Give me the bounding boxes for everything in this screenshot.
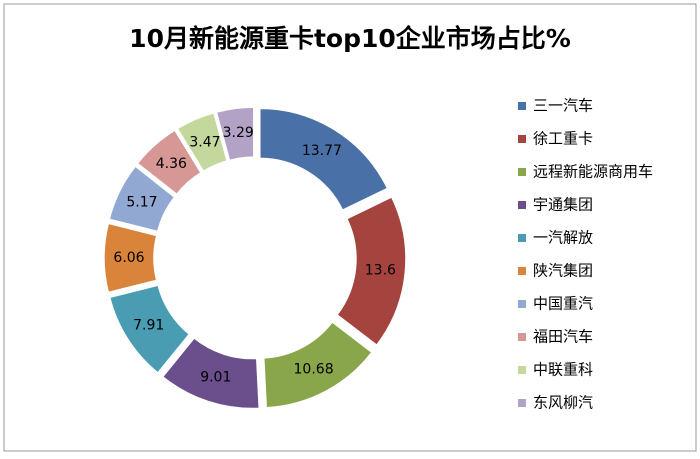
legend-swatch [518, 201, 526, 209]
data-label: 10.68 [294, 362, 334, 378]
donut-slice [103, 222, 158, 294]
data-label: 13.77 [302, 143, 342, 159]
data-label: 5.17 [126, 194, 157, 210]
legend-label: 宇通集团 [533, 196, 593, 214]
data-label: 3.47 [189, 134, 220, 150]
legend-label: 东风柳汽 [533, 394, 593, 412]
donut-slice [176, 111, 229, 173]
legend-label: 三一汽车 [533, 97, 593, 115]
legend-label: 远程新能源商用车 [533, 163, 653, 181]
donut-slice [136, 129, 203, 196]
legend-label: 一汽解放 [533, 229, 593, 247]
legend-swatch [518, 300, 526, 308]
legend-swatch [518, 135, 526, 143]
legend-swatch [518, 234, 526, 242]
data-label: 3.29 [223, 125, 254, 141]
legend-label: 福田汽车 [533, 328, 593, 346]
legend-label: 中联重科 [533, 361, 593, 379]
donut-slice [161, 336, 261, 410]
legend-label: 陕汽集团 [533, 262, 593, 280]
legend-swatch [518, 366, 526, 374]
legend-swatch [518, 267, 526, 275]
legend-swatch [518, 399, 526, 407]
legend-label: 徐工重卡 [533, 130, 593, 148]
data-label: 9.01 [200, 370, 231, 386]
data-label: 6.06 [113, 250, 144, 266]
donut-slice [262, 320, 373, 409]
data-label: 4.36 [156, 156, 187, 172]
legend-label: 中国重汽 [533, 295, 593, 313]
donut-slice [215, 106, 255, 162]
donut-slice [335, 195, 407, 347]
donut-slice [259, 107, 389, 212]
legend-swatch [518, 102, 526, 110]
data-label: 7.91 [133, 318, 164, 334]
legend-swatch [518, 333, 526, 341]
legend-swatch [518, 168, 526, 176]
donut-slice [108, 165, 176, 233]
chart-title: 10月新能源重卡top10企业市场占比% [129, 24, 571, 53]
data-label: 13.6 [365, 263, 396, 279]
donut-slice [108, 284, 191, 375]
